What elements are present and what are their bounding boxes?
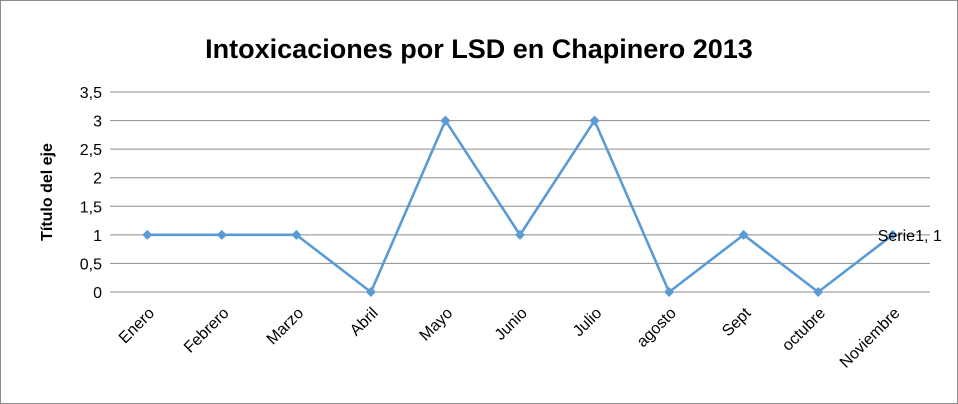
x-tick-label: Junio <box>492 305 531 344</box>
data-point-marker <box>664 287 675 297</box>
data-labels: Serie1, 1 <box>878 228 942 245</box>
x-tick-label: Noviembre <box>837 305 904 372</box>
x-tick-label: Mayo <box>417 305 457 345</box>
data-point-marker <box>887 229 898 240</box>
y-tick-label: 0 <box>93 285 102 302</box>
x-tick-label: Julio <box>570 305 605 340</box>
x-tick-label: agosto <box>634 305 680 351</box>
x-tick-labels: Enero Febrero Marzo Abril Mayo Junio Julio agos… <box>116 304 904 371</box>
data-point-marker <box>738 229 749 240</box>
x-tick-label: Febrero <box>181 305 233 357</box>
data-point-marker <box>813 287 824 297</box>
y-tick-label: 2,5 <box>80 142 102 159</box>
series-layer <box>142 115 898 297</box>
data-label: Serie1, 1 <box>878 228 942 245</box>
data-point-marker <box>515 229 525 240</box>
y-tick-label: 2 <box>93 171 102 188</box>
data-point-marker <box>365 287 376 297</box>
y-tick-label: 1 <box>93 228 102 245</box>
data-point-marker <box>216 229 227 240</box>
data-point-marker <box>142 229 153 240</box>
y-tick-label: 3 <box>93 114 102 131</box>
data-point-marker <box>291 229 302 240</box>
x-tick-label: octubre <box>779 305 829 355</box>
y-axis-title: Título del eje <box>39 143 56 241</box>
y-tick-labels: 0 0,5 1 1,5 2 2,5 3 3,5 <box>80 85 102 302</box>
x-tick-label: Sept <box>719 304 755 340</box>
chart-title: Intoxicaciones por LSD en Chapinero 2013 <box>205 34 753 64</box>
x-tick-label: Enero <box>116 305 158 347</box>
gridlines <box>110 91 930 293</box>
x-tick-label: Abril <box>347 305 382 340</box>
y-tick-label: 0,5 <box>80 256 102 273</box>
x-tick-label: Marzo <box>264 305 308 349</box>
data-point-marker <box>589 115 600 126</box>
y-tick-label: 1,5 <box>80 199 102 216</box>
y-tick-label: 3,5 <box>80 85 102 102</box>
data-point-marker <box>440 115 451 126</box>
